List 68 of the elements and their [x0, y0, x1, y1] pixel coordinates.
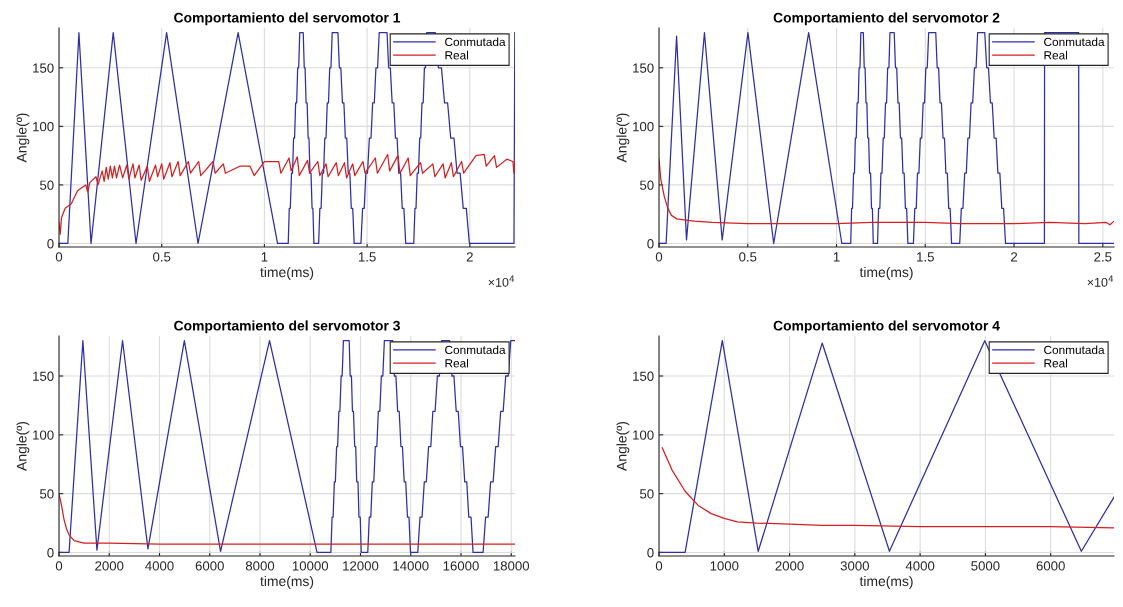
x-tick-label: 5000 — [971, 561, 1000, 571]
chart-title: Comportamiento del servomotor 2 — [773, 12, 1000, 26]
x-tick-label: 6000 — [195, 561, 224, 571]
x-axis-title: time(ms) — [260, 266, 314, 280]
x-tick-label: 2000 — [95, 561, 124, 571]
y-axis-title: Angle(º) — [16, 113, 30, 163]
x-tick-label: 0 — [55, 252, 63, 262]
chart-title: Comportamiento del servomotor 4 — [773, 320, 1000, 334]
legend-label: Conmutada — [1044, 345, 1105, 355]
x-tick-label: 1 — [833, 252, 840, 262]
legend-label: Conmutada — [445, 345, 506, 355]
x-tick-label: 2 — [1011, 252, 1018, 262]
x-tick-label: 2.5 — [1094, 252, 1112, 262]
text: ×10$^{4}$ — [488, 275, 515, 287]
legend-label: Real — [445, 50, 469, 60]
y-tick-label: 150 — [633, 371, 654, 381]
y-tick-label: 0 — [47, 548, 54, 558]
y-tick-label: 50 — [39, 489, 54, 499]
x-axis-title: time(ms) — [859, 575, 913, 589]
x-tick-label: 0 — [55, 561, 63, 571]
x-tick-label: 16000 — [443, 561, 479, 571]
y-axis-title: Angle(º) — [616, 113, 630, 163]
x-tick-label: 1 — [261, 252, 268, 262]
y-tick-label: 0 — [47, 239, 54, 249]
legend-label: Conmutada — [445, 37, 506, 47]
y-tick-label: 50 — [639, 489, 654, 499]
x-tick-label: 1.5 — [358, 252, 376, 262]
text: ×10$^{4}$ — [1087, 275, 1114, 287]
x-tick-label: 0.5 — [153, 252, 171, 262]
x-tick-label: 18000 — [493, 561, 530, 571]
y-tick-label: 100 — [633, 121, 654, 132]
x-tick-label: 14000 — [393, 561, 429, 571]
line-series — [59, 153, 515, 235]
x-tick-label: 2000 — [775, 561, 804, 571]
x-tick-label: 4000 — [145, 561, 174, 571]
x-tick-label: 6000 — [1036, 561, 1065, 571]
x-tick-label: 2 — [466, 252, 473, 262]
x-tick-label: 0 — [655, 252, 663, 262]
y-tick-label: 100 — [33, 430, 54, 440]
x-axis-title: time(ms) — [859, 266, 913, 280]
legend-label: Conmutada — [1044, 37, 1105, 47]
line-series — [661, 447, 1114, 529]
legend-label: Real — [445, 358, 469, 368]
legend-label: Real — [1044, 50, 1068, 60]
x-tick-label: 3000 — [840, 561, 869, 571]
y-tick-label: 100 — [33, 121, 54, 132]
y-tick-label: 150 — [33, 371, 54, 381]
y-axis-title: Angle(º) — [616, 421, 630, 471]
y-tick-label: 150 — [633, 63, 654, 73]
x-tick-label: 0.5 — [739, 252, 757, 262]
chart-title: Comportamiento del servomotor 3 — [174, 320, 400, 334]
y-tick-label: 0 — [647, 239, 654, 249]
y-tick-label: 0 — [647, 548, 654, 558]
legend-label: Real — [1044, 358, 1068, 368]
y-tick-label: 150 — [33, 63, 54, 73]
x-tick-label: 8000 — [245, 561, 275, 571]
x-tick-label: 10000 — [292, 561, 329, 571]
x-tick-label: 0 — [655, 561, 663, 571]
y-axis-title: Angle(º) — [16, 421, 30, 471]
chart-title: Comportamiento del servomotor 1 — [174, 12, 401, 26]
x-tick-label: 1.5 — [917, 252, 934, 262]
y-tick-label: 100 — [633, 430, 654, 440]
y-tick-label: 50 — [639, 180, 654, 190]
x-tick-label: 1000 — [710, 561, 739, 571]
y-tick-label: 50 — [39, 180, 54, 190]
x-tick-label: 12000 — [343, 561, 379, 571]
x-axis-title: time(ms) — [260, 575, 314, 589]
x-tick-label: 4000 — [905, 561, 935, 571]
